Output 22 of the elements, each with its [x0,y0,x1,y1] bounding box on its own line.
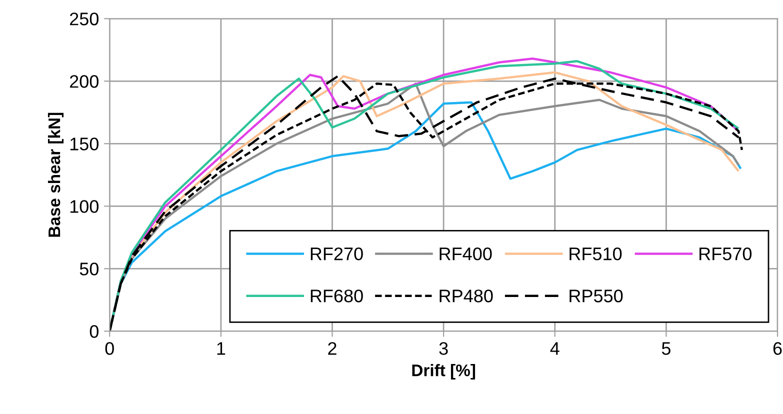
y-tick-label: 150 [70,138,98,150]
x-tick-label: 6 [773,342,782,355]
y-axis-title: Base shear [kN] [48,112,64,237]
legend-label: RF510 [570,247,622,260]
x-tick-label: 5 [662,342,670,355]
legend-label: RP550 [570,290,623,302]
y-tick-label: 50 [80,262,98,276]
y-tick-label: 200 [70,75,98,88]
x-axis-title: Drift [%] [412,364,476,380]
x-tick-label: 2 [328,342,336,355]
x-tick-label: 1 [217,342,226,355]
y-tick-label: 0 [90,325,98,338]
legend-label: RF570 [700,247,752,260]
x-tick-label: 0 [105,342,114,355]
x-tick-label: 3 [439,342,448,355]
legend-label: RF270 [310,247,363,260]
x-tick-label: 4 [550,342,560,355]
y-tick-label: 250 [70,12,98,26]
legend-label: RP480 [440,290,493,302]
legend-label: RF400 [440,247,492,260]
y-tick-label: 100 [70,200,98,213]
legend-label: RF680 [310,290,363,302]
